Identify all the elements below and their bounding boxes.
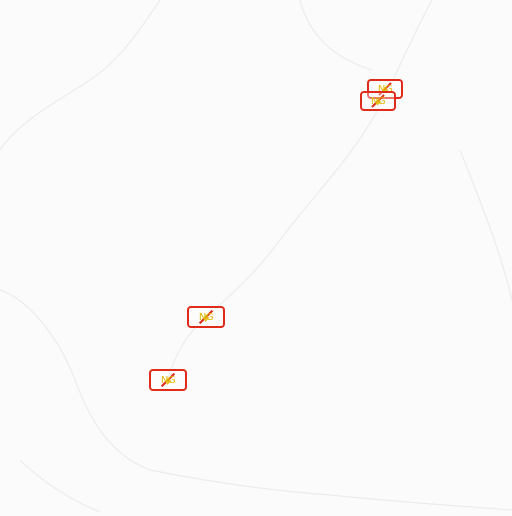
station-marker[interactable]: NG	[187, 306, 225, 328]
marker-label: NG	[370, 95, 386, 107]
contour-3	[459, 149, 512, 301]
marker-label: NG	[160, 374, 176, 386]
no-gas-icon	[160, 372, 176, 388]
no-gas-icon	[371, 94, 385, 108]
marker-label: NG	[377, 83, 393, 95]
road-tertiary	[149, 469, 512, 511]
road-secondary	[0, 289, 151, 471]
road-main	[167, 0, 433, 381]
station-marker[interactable]: NG	[360, 91, 396, 111]
contour-4	[19, 459, 101, 513]
station-marker[interactable]: NG	[149, 369, 187, 391]
marker-label: NG	[198, 311, 214, 323]
contour-1	[0, 0, 161, 151]
no-gas-icon	[198, 309, 214, 325]
contour-2	[299, 0, 373, 71]
